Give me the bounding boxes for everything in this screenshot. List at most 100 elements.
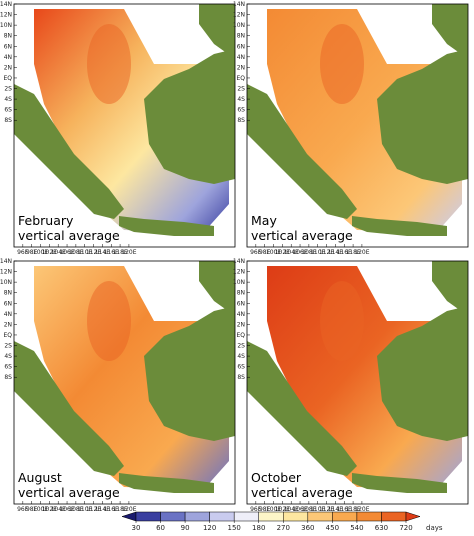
lat-label: 2S [237, 86, 245, 93]
sea-feature [87, 281, 131, 361]
lat-label: 10N [233, 279, 245, 286]
land [377, 49, 468, 184]
colorbar-segment [356, 511, 382, 522]
lat-label: 8N [237, 290, 245, 297]
land [377, 306, 468, 441]
lon-label: 120E [354, 249, 369, 256]
colorbar-label: 270 [277, 524, 290, 532]
lat-label: 2S [4, 343, 12, 350]
lat-label: 6N [4, 43, 12, 50]
panel-month: October [251, 470, 302, 485]
land [199, 4, 235, 59]
lat-label: EQ [236, 75, 245, 82]
lat-label: 4N [237, 311, 245, 318]
lat-label: 4N [4, 54, 12, 61]
lon-label: 116E [104, 506, 119, 513]
lat-label: 12N [233, 12, 245, 19]
colorbar-label: 30 [132, 524, 141, 532]
colorbar-segment [184, 511, 210, 522]
lat-label: EQ [3, 75, 12, 82]
colorbar-label: 150 [227, 524, 240, 532]
panel-month: February [18, 213, 74, 228]
lon-label: 100E [33, 249, 48, 256]
lon-label: 114E [95, 249, 110, 256]
land [247, 84, 357, 219]
colorbar-label: 90 [181, 524, 190, 532]
lon-label: 96E [17, 249, 29, 256]
lon-label: 100E [33, 506, 48, 513]
colorbar-label: 540 [350, 524, 363, 532]
colorbar-segment [307, 511, 333, 522]
lon-label: 98E [26, 249, 38, 256]
lon-label: 102E [42, 506, 57, 513]
land [432, 261, 468, 316]
lat-label: 4S [237, 353, 245, 360]
panel-frame [246, 260, 469, 505]
lon-label: 98E [259, 506, 271, 513]
lat-label: 14N [233, 258, 245, 265]
lon-label: 108E [301, 249, 316, 256]
map-panel: 14N 12N 10N 8N 6N 4N 2N EQ 2S 4S 6S 8S 96E98E100E102… [233, 1, 469, 256]
lon-label: 108E [301, 506, 316, 513]
colorbar-label: 120 [203, 524, 216, 532]
lat-label: 6N [237, 43, 245, 50]
map-panel: 14N 12N 10N 8N 6N 4N 2N EQ 2S 4S 6S 8S 96E98E100E102… [0, 1, 236, 256]
lon-label: 110E [77, 249, 92, 256]
lon-label: 102E [42, 249, 57, 256]
lat-label: 14N [0, 1, 12, 8]
lon-label: 118E [345, 249, 360, 256]
land [352, 216, 447, 236]
lat-label: 14N [233, 1, 245, 8]
map-panel: 14N 12N 10N 8N 6N 4N 2N EQ 2S 4S 6S 8S 96E98E100E102… [0, 258, 236, 513]
lat-label: 4S [237, 96, 245, 103]
lon-label: 112E [319, 506, 334, 513]
lat-label: 6S [4, 107, 12, 114]
lat-label: 12N [0, 12, 12, 19]
lat-label: 8S [237, 374, 245, 381]
map-panel: 14N 12N 10N 8N 6N 4N 2N EQ 2S 4S 6S 8S 96E98E100E102… [233, 258, 469, 513]
colorbar-label: 360 [301, 524, 314, 532]
lon-label: 114E [328, 506, 343, 513]
lat-label: 4N [237, 54, 245, 61]
colorbar-segment [135, 511, 161, 522]
lat-label: 12N [0, 269, 12, 276]
lon-label: 118E [112, 506, 127, 513]
lon-label: 118E [112, 249, 127, 256]
lon-label: 104E [51, 506, 66, 513]
lon-label: 106E [292, 506, 307, 513]
colorbar-label: 450 [326, 524, 339, 532]
panel-caption: vertical average [251, 485, 353, 500]
lon-label: 104E [284, 506, 299, 513]
land [14, 341, 124, 476]
lon-label: 110E [310, 506, 325, 513]
land [352, 473, 447, 493]
colorbar-label: 180 [252, 524, 265, 532]
lon-label: 104E [284, 249, 299, 256]
lat-label: 2N [237, 64, 245, 71]
lat-label: 2N [4, 321, 12, 328]
lon-label: 116E [104, 249, 119, 256]
lon-label: 118E [345, 506, 360, 513]
lon-label: 106E [59, 506, 74, 513]
lon-label: 108E [68, 249, 83, 256]
lon-label: 112E [86, 506, 101, 513]
lat-label: 4S [4, 353, 12, 360]
lat-label: 2N [4, 64, 12, 71]
sea-feature [320, 281, 364, 361]
land [119, 216, 214, 236]
lon-label: 100E [266, 506, 281, 513]
colorbar: 30 60 90 120 150 180 270 360 450 540 630 720 days [121, 511, 443, 532]
lat-label: 4S [4, 96, 12, 103]
lat-label: 8S [4, 117, 12, 124]
land [144, 49, 235, 184]
lon-label: 102E [275, 506, 290, 513]
land [14, 84, 124, 219]
lon-label: 116E [337, 506, 352, 513]
lon-label: 96E [250, 506, 262, 513]
lat-label: 8N [4, 33, 12, 40]
lat-label: 2S [237, 343, 245, 350]
lat-label: 10N [0, 279, 12, 286]
lon-label: 116E [337, 249, 352, 256]
colorbar-unit: days [426, 524, 443, 532]
